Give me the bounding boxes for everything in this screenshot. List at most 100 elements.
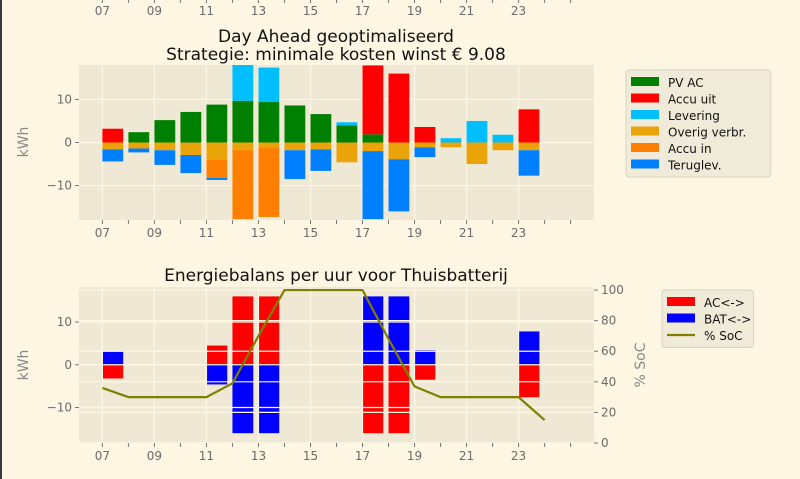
legend-swatch [631,159,659,169]
bar-pv-ac-8 [128,132,150,143]
y2-tick-label: 40 [601,375,616,389]
y2-tick-label: 60 [601,344,616,358]
bar-pv-ac-16 [336,125,358,143]
soc-line [102,288,546,421]
strip-tick-label: 13 [251,4,266,18]
legend-label: Accu in [668,142,712,156]
bar-teruglev--8 [128,148,150,153]
bar-teruglev--14 [284,150,306,180]
bar-overig-verbr--23 [518,142,540,151]
bar-overig-verbr--11 [206,142,228,160]
bar-teruglev--11 [206,177,228,180]
bar-accu-uit-17 [362,65,384,135]
y2-tick-label: 80 [601,314,616,328]
x-tick-label: 17 [355,226,370,240]
chart2-ylabel: kWh [16,350,32,381]
chart2-y2label: % SoC [633,342,649,387]
x-tick-label: 21 [459,449,474,463]
legend-label: Teruglev. [667,159,722,173]
bar-accu-in-13 [258,147,280,217]
x-tick-label: 19 [407,226,422,240]
x-tick-label: 07 [95,449,110,463]
bar-pv-ac-17 [362,134,384,143]
bar-teruglev--7 [102,149,124,162]
bar-accu-in-12 [232,149,254,220]
y2-tick-label: 0 [601,436,609,450]
bar-pv-ac-13 [258,102,280,143]
bar-ac--12 [232,296,254,365]
bar-pv-ac-10 [180,111,202,143]
bar-accu-uit-19 [414,127,436,143]
x-tick-label: 13 [251,449,266,463]
y-tick-label: 0 [64,136,72,150]
legend-swatch [667,297,695,306]
bar-accu-uit-7 [102,128,124,143]
bar-overig-verbr--13 [258,142,280,148]
bar-teruglev--10 [180,154,202,174]
bar-overig-verbr--9 [154,142,176,151]
bar-overig-verbr--15 [310,142,332,150]
bar-levering-13 [258,67,280,103]
bar-overig-verbr--10 [180,142,202,155]
bar-ac--17 [362,364,384,434]
legend-swatch [631,110,659,119]
strip-tick-label: 17 [355,4,370,18]
bar-levering-21 [466,120,488,143]
x-tick-label: 17 [355,449,370,463]
strip-tick-label: 07 [95,4,110,18]
chart2-title: Energiebalans per uur voor Thuisbatterij [164,266,508,286]
x-tick-label: 15 [303,449,318,463]
window-border [0,0,2,479]
bar-pv-ac-14 [284,105,306,143]
strip-tick-label: 11 [199,4,214,18]
legend-swatch [667,313,695,323]
bar-ac--23 [518,364,540,398]
strip-tick-label: 21 [459,4,474,18]
bar-pv-ac-9 [154,120,176,143]
legend-label: Accu uit [668,93,717,107]
bar-bat--11 [206,364,228,385]
y2-tick-label: 20 [601,405,616,419]
bar-accu-in-11 [206,159,228,178]
bar-teruglev--17 [362,151,384,220]
bar-overig-verbr--20 [440,142,462,148]
x-tick-label: 11 [199,449,214,463]
x-tick-label: 15 [303,226,318,240]
bar-teruglev--23 [518,150,540,176]
x-tick-label: 13 [251,226,266,240]
x-tick-label: 21 [459,226,474,240]
y-tick-label: 10 [57,315,72,329]
bar-ac--7 [102,364,124,379]
bar-overig-verbr--17 [362,142,384,152]
x-tick-label: 09 [147,449,162,463]
chart1-ylabel: kWh [16,127,32,158]
bar-levering-22 [492,134,514,143]
bar-overig-verbr--14 [284,142,306,151]
legend-swatch [631,126,659,136]
bar-ac--11 [206,345,228,365]
bar-bat--18 [388,296,410,365]
bar-bat--17 [362,296,384,365]
bar-overig-verbr--18 [388,142,410,160]
bar-accu-uit-23 [518,109,540,143]
legend-box [625,69,772,178]
x-tick-label: 09 [147,226,162,240]
bar-ac--19 [414,364,436,380]
bar-teruglev--15 [310,149,332,171]
gridlines-over [79,287,594,444]
bar-pv-ac-11 [206,104,228,143]
legend-label: BAT<-> [704,313,751,327]
legend-swatch [631,77,659,86]
chart1-title-line1: Day Ahead geoptimaliseerd [218,27,454,47]
bar-bat--7 [102,351,124,365]
bar-pv-ac-15 [310,114,332,143]
y-tick-label: −10 [47,401,72,415]
legend-label: Overig verbr. [668,126,746,140]
bar-overig-verbr--8 [128,142,150,149]
legend-swatch [631,143,659,152]
bar-levering-12 [232,65,254,101]
strip-tick-label: 09 [147,4,162,18]
y-tick-label: 0 [64,358,72,372]
